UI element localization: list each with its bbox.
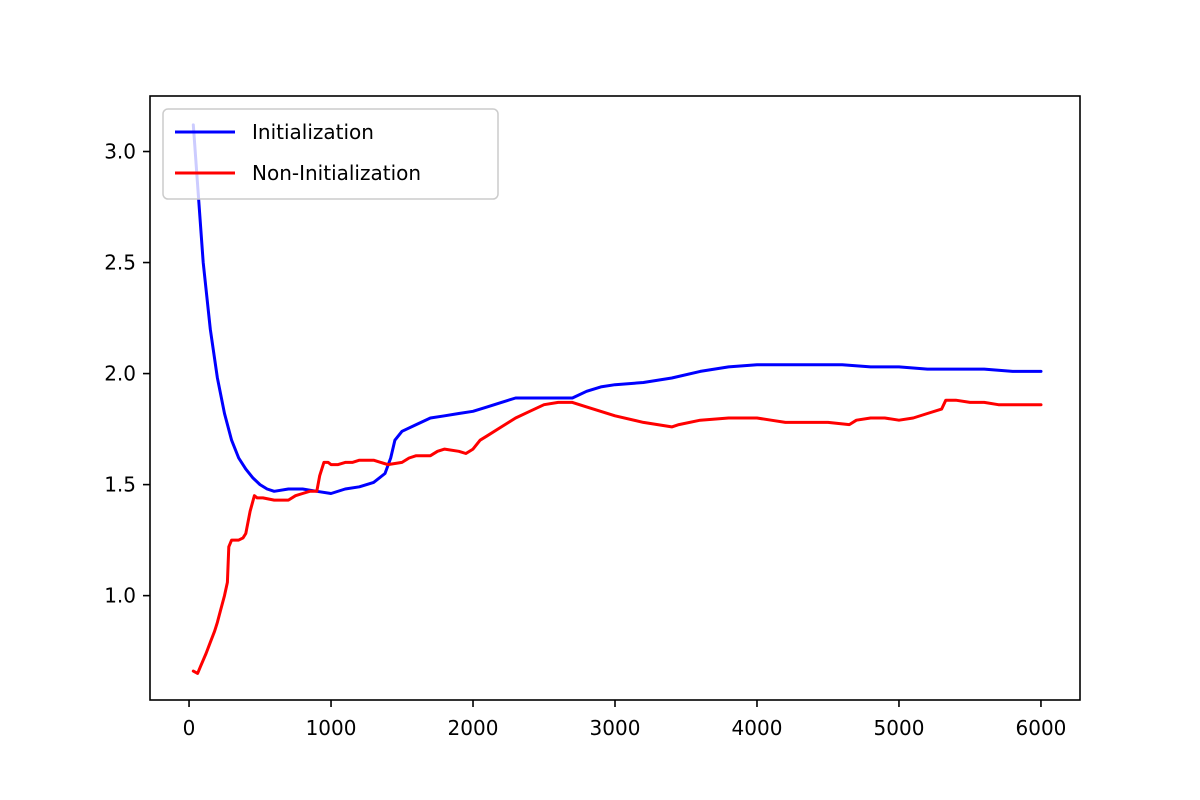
y-tick-label: 2.0	[104, 362, 136, 386]
y-tick-label: 1.0	[104, 584, 136, 608]
x-tick-label: 5000	[874, 716, 925, 740]
y-tick-label: 1.5	[104, 473, 136, 497]
x-tick-label: 4000	[732, 716, 783, 740]
x-tick-label: 0	[183, 716, 196, 740]
x-tick-label: 3000	[590, 716, 641, 740]
legend: Initialization Non-Initialization	[162, 108, 499, 200]
y-tick-label: 3.0	[104, 140, 136, 164]
legend-label: Initialization	[252, 120, 374, 144]
series-line-1	[191, 398, 1043, 675]
x-tick-label: 2000	[448, 716, 499, 740]
x-tick-label: 1000	[306, 716, 357, 740]
plot-lines	[191, 123, 1043, 675]
y-tick-label: 2.5	[104, 251, 136, 275]
legend-label: Non-Initialization	[252, 161, 421, 185]
x-tick-label: 6000	[1016, 716, 1067, 740]
y-axis: 1.0 1.5 2.0 2.5 3.0	[104, 140, 150, 608]
series-line-0	[191, 123, 1043, 495]
legend-box	[162, 108, 499, 200]
x-axis: 0 1000 2000 3000 4000 5000 6000	[183, 700, 1067, 740]
